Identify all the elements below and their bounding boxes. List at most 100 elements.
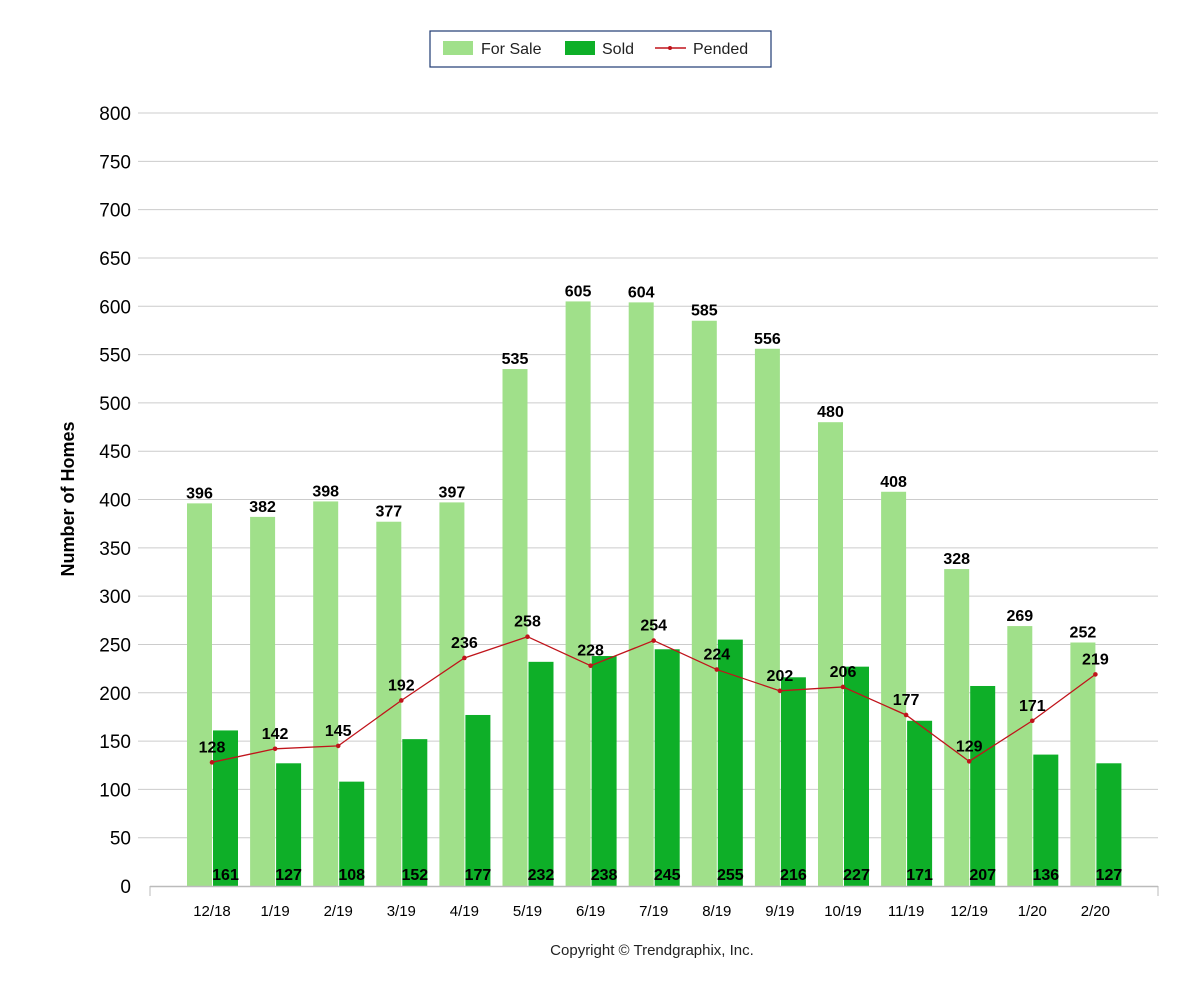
for-sale-value-label: 397 xyxy=(439,484,466,501)
sold-value-label: 255 xyxy=(717,867,744,884)
legend-swatch-for-sale xyxy=(443,41,473,55)
x-tick-label: 8/19 xyxy=(702,903,731,920)
sold-bar xyxy=(970,685,996,886)
for-sale-bar xyxy=(754,348,780,886)
sold-value-label: 127 xyxy=(1096,867,1123,884)
pended-point xyxy=(840,684,846,690)
for-sale-bar xyxy=(502,369,528,886)
pended-point xyxy=(525,634,530,640)
for-sale-value-label: 269 xyxy=(1006,608,1033,625)
for-sale-value-labels: 396 382 398 377 397 535 605 604 585 556 480 408 328 2… xyxy=(186,283,1096,641)
y-axis: 0 50 100 150 200 250 300 350 400 450 500 550 600 650 7… xyxy=(99,104,131,898)
y-tick-label: 350 xyxy=(99,539,131,560)
sold-value-label: 227 xyxy=(843,867,870,884)
x-tick-label: 2/20 xyxy=(1081,903,1110,920)
for-sale-bar xyxy=(628,302,654,886)
y-tick-label: 150 xyxy=(99,732,131,753)
sold-value-label: 207 xyxy=(969,867,996,884)
pended-point xyxy=(209,760,215,765)
sold-bar xyxy=(780,677,806,886)
for-sale-value-label: 396 xyxy=(186,485,213,502)
pended-value-label: 228 xyxy=(577,643,604,660)
for-sale-bar xyxy=(439,502,465,886)
for-sale-value-label: 585 xyxy=(691,303,718,320)
for-sale-value-label: 398 xyxy=(312,483,339,500)
sold-bar xyxy=(1096,763,1122,886)
y-tick-label: 500 xyxy=(99,394,131,415)
sold-bar xyxy=(528,661,554,886)
pended-value-label: 145 xyxy=(325,723,352,740)
x-tick-label: 6/19 xyxy=(576,903,605,920)
sold-bars xyxy=(213,639,1122,886)
sold-bar xyxy=(717,639,743,886)
pended-point xyxy=(399,698,404,703)
y-tick-label: 700 xyxy=(99,201,131,222)
pended-point xyxy=(651,638,656,643)
y-tick-label: 650 xyxy=(99,249,131,270)
sold-bar xyxy=(213,730,238,886)
y-tick-label: 550 xyxy=(99,346,131,367)
for-sale-value-label: 382 xyxy=(249,499,276,516)
for-sale-value-label: 535 xyxy=(502,351,529,368)
x-tick-label: 9/19 xyxy=(765,903,794,920)
sold-value-label: 238 xyxy=(591,867,618,884)
for-sale-value-label: 377 xyxy=(375,504,402,521)
y-tick-label: 600 xyxy=(99,297,131,318)
pended-value-label: 219 xyxy=(1082,651,1109,668)
pended-point xyxy=(1093,672,1098,677)
legend-swatch-sold xyxy=(565,41,595,55)
sold-value-label: 177 xyxy=(465,867,492,884)
pended-value-label: 206 xyxy=(830,664,857,681)
sold-value-label: 232 xyxy=(528,867,555,884)
y-tick-label: 400 xyxy=(99,491,131,512)
for-sale-value-label: 252 xyxy=(1070,625,1097,642)
sold-value-label: 127 xyxy=(275,867,302,884)
x-tick-label: 4/19 xyxy=(450,903,479,920)
x-tick-label: 12/18 xyxy=(193,903,231,920)
for-sale-bar xyxy=(691,320,717,886)
for-sale-bar xyxy=(944,569,970,886)
pended-line xyxy=(209,634,1098,765)
pended-point xyxy=(777,688,783,694)
x-tick-label: 12/19 xyxy=(950,903,988,920)
y-tick-label: 200 xyxy=(99,684,131,705)
y-tick-label: 750 xyxy=(99,152,131,173)
pended-value-label: 202 xyxy=(767,668,794,685)
pended-value-label: 258 xyxy=(514,614,541,631)
for-sale-bars xyxy=(187,301,1096,886)
legend-marker-pended xyxy=(668,46,672,50)
sold-value-label: 152 xyxy=(401,867,428,884)
legend-label-pended: Pended xyxy=(693,41,748,58)
for-sale-bar xyxy=(818,422,843,886)
pended-point xyxy=(272,746,278,752)
for-sale-value-label: 328 xyxy=(943,551,970,568)
x-tick-label: 3/19 xyxy=(387,903,416,920)
sold-bar xyxy=(276,763,302,886)
pended-value-label: 254 xyxy=(640,618,667,635)
pended-point xyxy=(714,667,720,672)
x-tick-label: 5/19 xyxy=(513,903,542,920)
y-tick-label: 50 xyxy=(110,829,131,850)
sold-bar xyxy=(465,714,491,886)
sold-bar xyxy=(654,649,680,886)
sold-value-label: 245 xyxy=(654,867,681,884)
for-sale-value-label: 480 xyxy=(817,404,844,421)
pended-value-label: 171 xyxy=(1019,698,1046,715)
y-axis-title: Number of Homes xyxy=(58,421,78,576)
x-tick-label: 11/19 xyxy=(888,903,924,920)
x-axis: 12/18 1/19 2/19 3/19 4/19 5/19 6/19 7/19 8/19 9/1… xyxy=(149,885,1159,920)
sold-value-label: 216 xyxy=(780,867,807,884)
sold-bar xyxy=(591,656,617,886)
y-tick-label: 450 xyxy=(99,442,131,463)
pended-value-label: 129 xyxy=(956,738,983,755)
y-tick-label: 300 xyxy=(99,587,131,608)
pended-value-label: 236 xyxy=(451,635,478,652)
pended-value-label: 128 xyxy=(199,739,226,756)
for-sale-bar xyxy=(1007,626,1033,886)
legend-label-sold: Sold xyxy=(602,41,634,58)
sold-value-label: 161 xyxy=(212,867,239,884)
for-sale-bar xyxy=(881,491,907,886)
x-tick-label: 1/19 xyxy=(260,903,289,920)
sold-value-labels: 161 127 108 152 177 232 238 245 255 216 227 171 207 1… xyxy=(212,867,1122,884)
